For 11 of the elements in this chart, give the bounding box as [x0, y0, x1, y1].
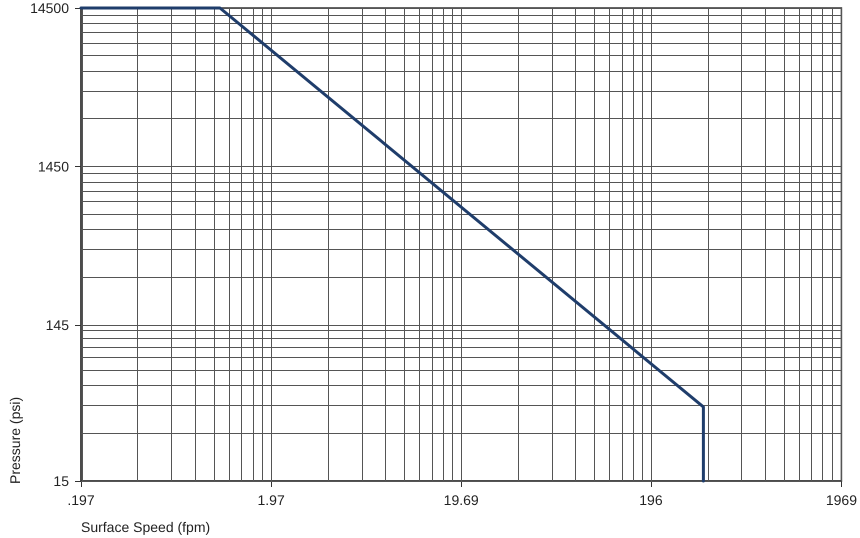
y-tick-label: 14500	[30, 0, 70, 16]
x-tick-label: 1969	[826, 492, 858, 508]
y-axis-title: Pressure (psi)	[7, 396, 23, 484]
x-tick-label: 1.97	[257, 492, 285, 508]
x-tick-label: 19.69	[444, 492, 479, 508]
y-tick-label: 1450	[38, 158, 70, 174]
y-tick-label: 15	[53, 473, 70, 489]
x-tick-label: .197	[67, 492, 95, 508]
x-tick-label: 196	[639, 492, 663, 508]
y-tick-label: 145	[46, 316, 70, 333]
x-axis-title: Surface Speed (fpm)	[81, 519, 210, 535]
